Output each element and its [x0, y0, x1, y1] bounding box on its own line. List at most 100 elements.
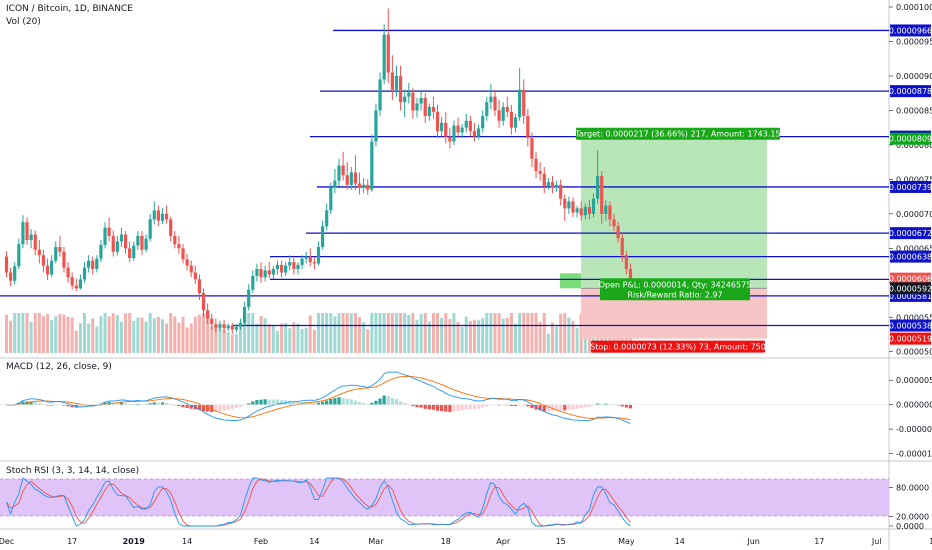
volume-bar	[173, 316, 177, 353]
macd-histogram-bar	[390, 397, 394, 405]
macd-histogram-bar	[571, 404, 575, 410]
symbol-title: ICON / Bitcoin, 1D, BINANCE	[6, 4, 133, 14]
candle-body	[587, 206, 592, 214]
volume-bar	[341, 313, 345, 353]
macd-histogram-bar	[62, 404, 66, 406]
candle-body	[284, 265, 288, 273]
volume-bar	[189, 323, 193, 353]
candle-body	[275, 264, 280, 269]
candle-body	[382, 34, 386, 80]
macd-histogram-bar	[259, 399, 263, 405]
candle-body	[349, 172, 353, 185]
volume-bar	[415, 319, 419, 353]
macd-histogram-bar	[435, 404, 440, 411]
candle-body	[444, 122, 448, 137]
macd-histogram-bar	[526, 404, 530, 407]
macd-histogram-bar	[263, 399, 267, 405]
candle-body	[403, 96, 407, 103]
candle-body	[4, 256, 9, 273]
time-tick: Feb	[254, 537, 268, 546]
candle-body	[411, 92, 415, 111]
macd-signal-line	[6, 375, 631, 421]
volume-bar	[370, 313, 374, 353]
volume-bar	[160, 319, 164, 353]
candle-body	[234, 326, 238, 330]
price-marker-text: 0.0000809	[889, 135, 932, 144]
candle-body	[201, 293, 206, 311]
level-price-marker-text: 0.0000878	[889, 87, 932, 96]
candle-body	[308, 256, 312, 263]
candle-body	[559, 184, 563, 199]
candle-body	[345, 175, 349, 185]
volume-bar	[214, 325, 218, 353]
volume-bar	[271, 325, 275, 353]
macd-histogram-bar	[29, 401, 33, 405]
candle-body	[296, 264, 300, 269]
candle-body	[222, 324, 226, 329]
candle-body	[456, 125, 460, 133]
macd-histogram-bar	[333, 398, 337, 405]
volume-bar	[259, 316, 263, 353]
candle-body	[616, 226, 620, 238]
candle-body	[45, 265, 50, 275]
candle-body	[485, 102, 489, 116]
candle-body	[493, 96, 497, 111]
volume-bar	[202, 313, 206, 353]
stoch-tick: 80.0000	[896, 484, 929, 493]
candle-body	[119, 234, 124, 242]
volume-bar	[169, 313, 173, 353]
volume-bar	[493, 313, 497, 353]
candle-body	[140, 235, 144, 250]
candle-body	[538, 171, 542, 174]
volume-bar	[70, 317, 74, 353]
volume-bar	[165, 323, 169, 353]
candle-body	[9, 272, 13, 281]
volume-bar	[275, 331, 279, 353]
volume-bar	[58, 314, 62, 353]
candle-body	[62, 251, 66, 268]
volume-bar	[464, 316, 468, 353]
volume-bar	[148, 313, 152, 353]
level-price-marker	[890, 24, 931, 37]
macd-histogram-bar	[415, 404, 419, 408]
macd-histogram-bar	[152, 402, 156, 405]
volume-bar	[13, 313, 17, 353]
macd-histogram-bar	[444, 404, 448, 412]
macd-histogram-bar	[398, 401, 403, 405]
candle-body	[115, 241, 119, 252]
volume-bar	[5, 314, 8, 353]
target-label-box	[576, 127, 780, 140]
volume-bar	[54, 316, 58, 353]
candle-body	[526, 115, 530, 139]
volume-bar	[358, 317, 362, 353]
macd-histogram-bar	[448, 404, 452, 412]
time-axis[interactable]: Dec 17 2019 14 Feb 14 Mar 18 Apr 15 May 14 Jun 17 Jul 1…	[0, 537, 932, 546]
macd-histogram-bar	[423, 404, 427, 409]
macd-histogram-bar	[600, 403, 604, 405]
time-tick: Apr	[496, 537, 511, 546]
volume-bar	[542, 313, 546, 353]
volume-bar	[82, 313, 86, 353]
candle-body	[357, 183, 362, 188]
stop-label-box	[591, 340, 765, 353]
candle-body	[423, 98, 427, 116]
volume-bar	[304, 327, 308, 353]
volume-bar	[124, 313, 128, 353]
position-labels: Target: 0.0000217 (36.66%) 217, Amount: …	[574, 127, 781, 353]
stoch-rsi-indicator: 80.0000 20.00000.0000	[6, 477, 929, 531]
volume-bar	[571, 320, 575, 353]
volume-bar	[407, 315, 411, 353]
macd-histogram-bar	[518, 404, 522, 406]
candle-body	[419, 98, 423, 104]
level-price-marker-text: 0.0000581	[889, 292, 932, 301]
candle-body	[54, 246, 58, 261]
macd-histogram-bar	[522, 404, 526, 406]
stoch-k-line	[6, 477, 631, 527]
volume-bar	[156, 317, 160, 353]
candle-body	[263, 270, 267, 278]
volume-bar	[448, 319, 452, 353]
candle-body	[464, 120, 468, 128]
